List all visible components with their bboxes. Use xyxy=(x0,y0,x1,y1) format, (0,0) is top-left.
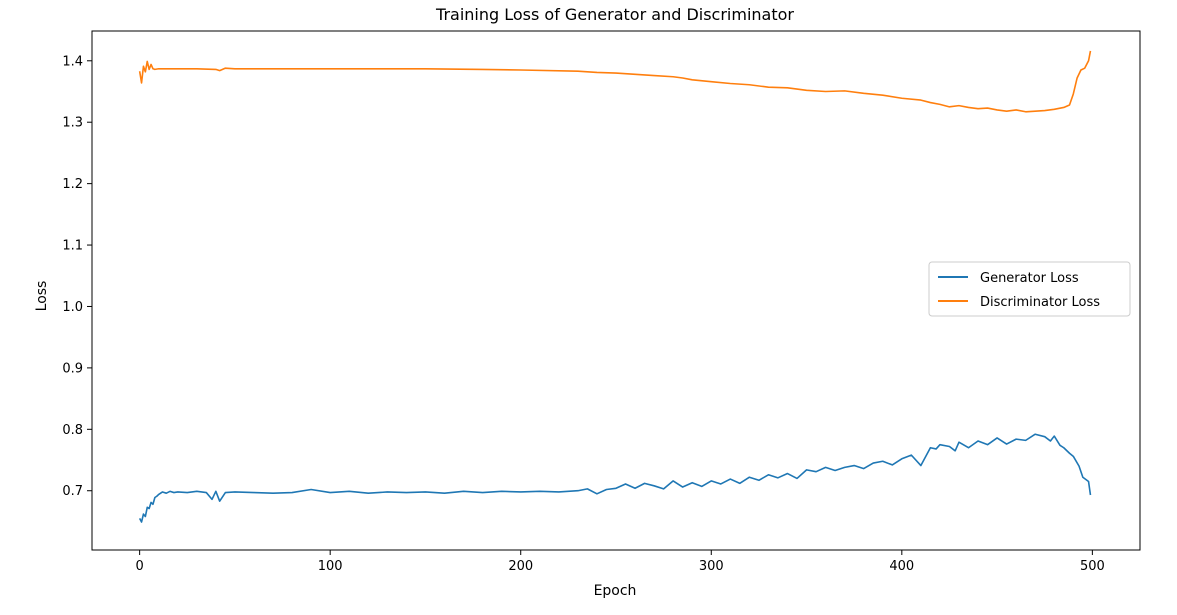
x-tick-label: 400 xyxy=(889,559,914,574)
plot-area xyxy=(91,30,1141,551)
x-tick-label: 100 xyxy=(318,559,343,574)
x-axis: 0 100 200 300 400 500 xyxy=(135,550,1105,574)
x-tick-label: 300 xyxy=(699,559,724,574)
y-tick-label: 1.3 xyxy=(62,116,83,131)
x-tick-label: 200 xyxy=(508,559,533,574)
x-axis-label: Epoch xyxy=(594,583,637,599)
chart-title: Training Loss of Generator and Discrimin… xyxy=(435,5,794,24)
series-line-discriminator-loss xyxy=(138,50,1092,113)
plot-frame xyxy=(91,30,1141,551)
y-tick-label: 0.9 xyxy=(62,361,83,376)
y-tick-label: 1.2 xyxy=(62,177,83,192)
legend: Generator Loss Discriminator Loss xyxy=(928,261,1131,317)
y-axis: 0.7 0.8 0.9 1.0 1.1 1.2 1.3 1.4 xyxy=(62,54,92,499)
y-tick-label: 1.0 xyxy=(62,300,83,315)
y-tick-label: 0.8 xyxy=(62,423,83,438)
y-axis-label: Loss xyxy=(34,281,50,312)
x-tick-label: 0 xyxy=(135,559,143,574)
legend-entry-discriminator-loss: Discriminator Loss xyxy=(980,295,1100,310)
x-tick-label: 500 xyxy=(1080,559,1105,574)
y-tick-label: 1.4 xyxy=(62,54,83,69)
legend-box xyxy=(928,261,1131,317)
legend-entry-generator-loss: Generator Loss xyxy=(980,271,1079,286)
series-line-generator-loss xyxy=(138,433,1092,523)
y-tick-label: 1.1 xyxy=(62,239,83,254)
y-tick-label: 0.7 xyxy=(62,484,83,499)
